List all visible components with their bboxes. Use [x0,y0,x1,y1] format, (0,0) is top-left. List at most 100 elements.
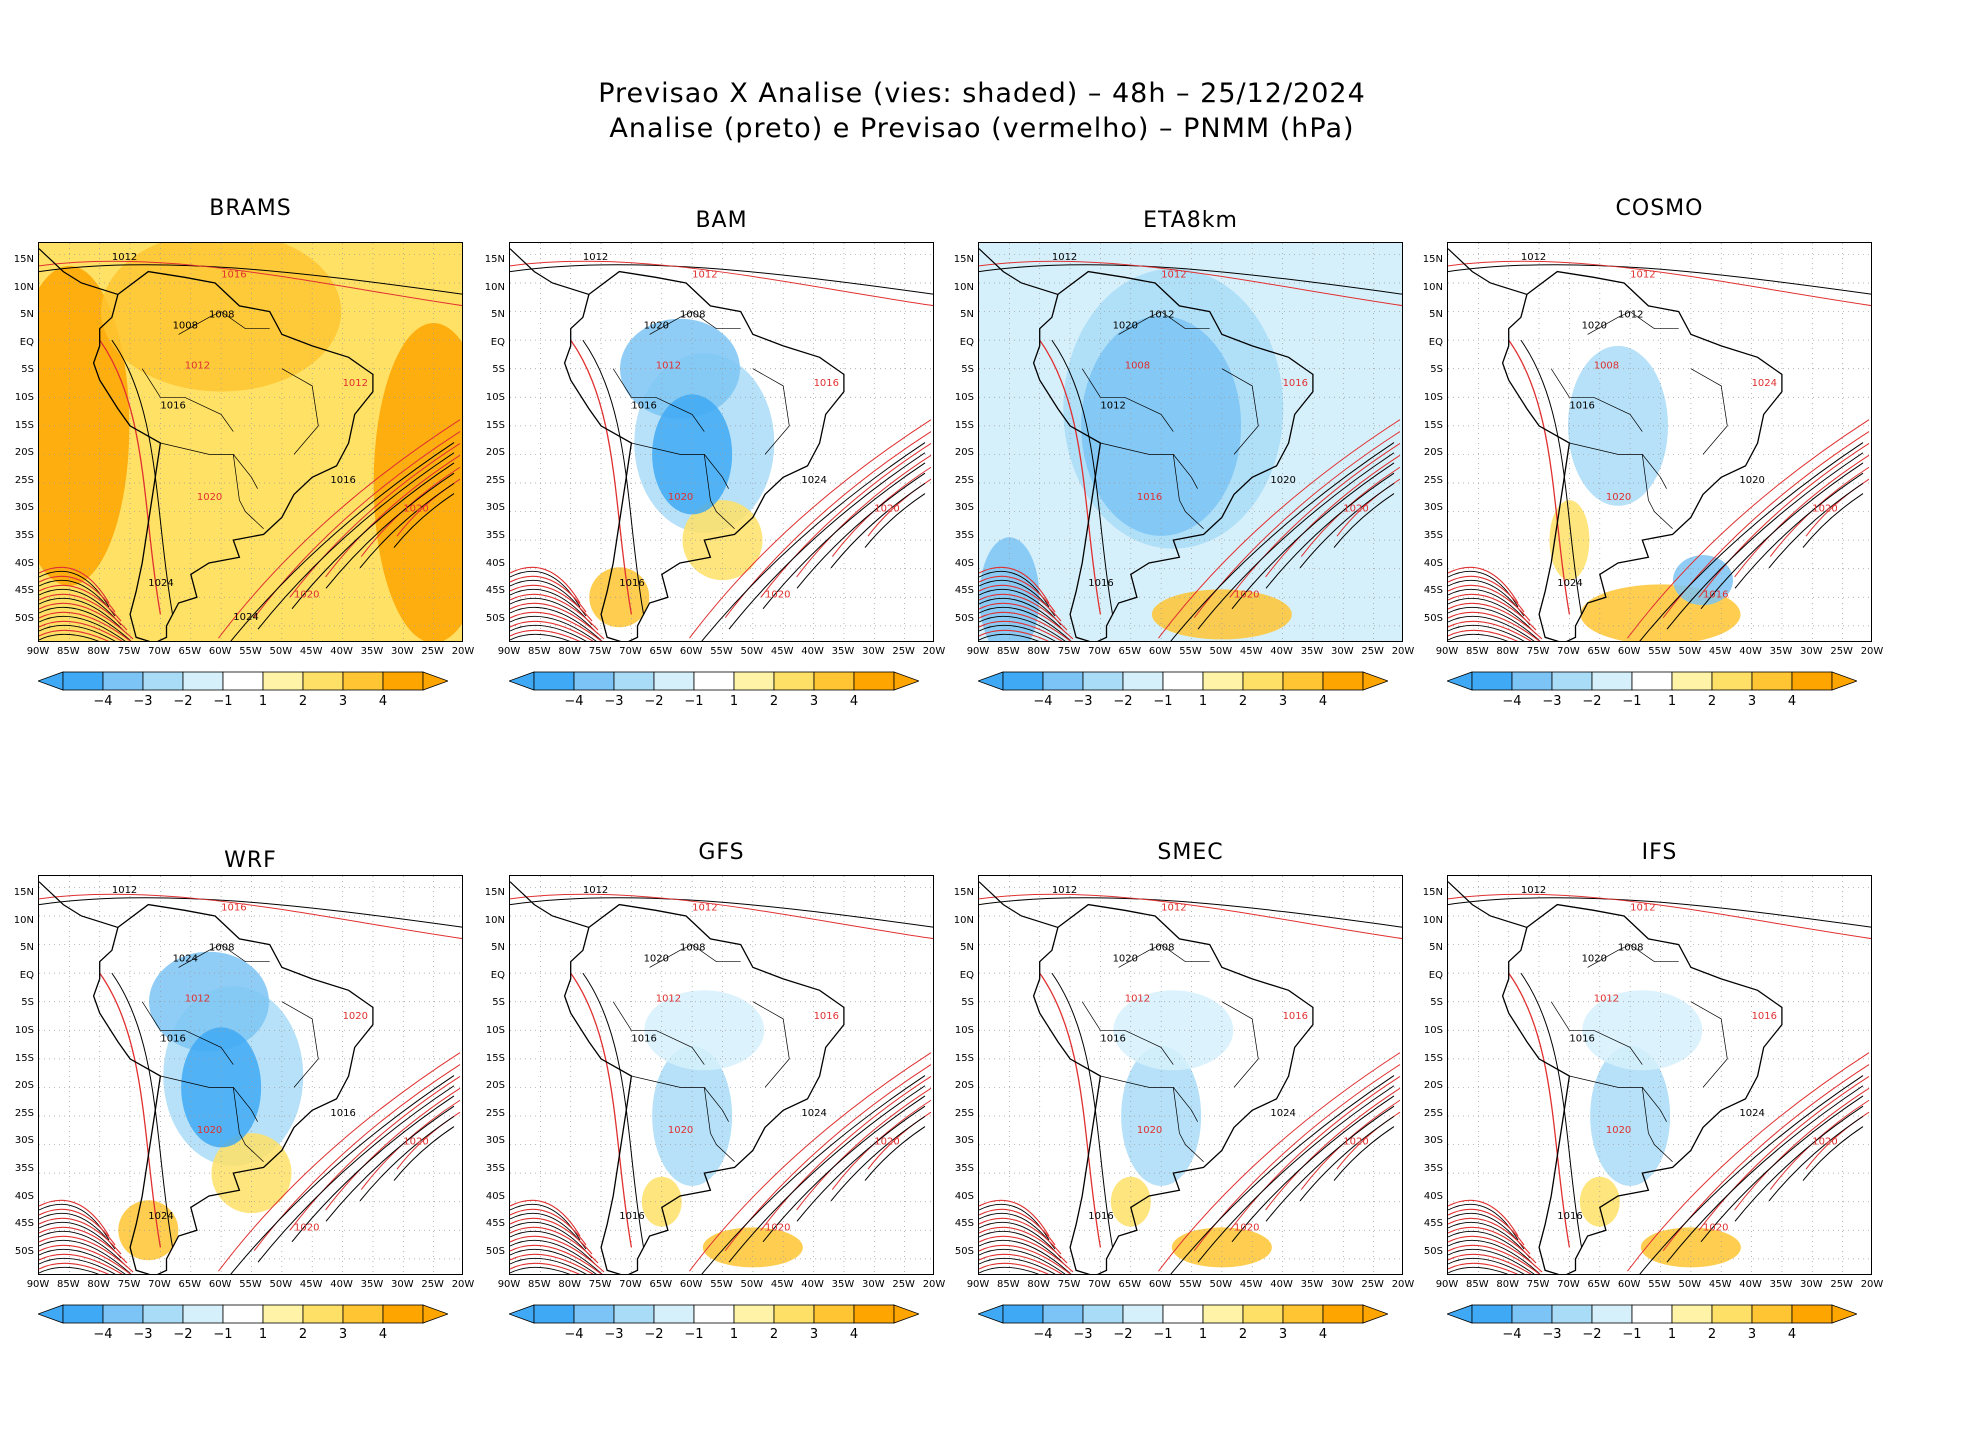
coastline [563,270,845,641]
lat-tick-label: EQ [490,336,505,348]
colorbar-segment [533,1304,575,1324]
isobar-label: 1020 [343,1011,368,1022]
analysis-isobar [1170,442,1395,641]
colorbar-segment [653,671,695,691]
colorbar-segment [1122,1304,1164,1324]
isobar-label: 1020 [1234,1222,1259,1233]
lat-tick-label: 5N [20,942,34,954]
analysis-isobar [510,897,933,928]
forecast-isobar [99,339,162,615]
lon-tick-label: 40W [1739,646,1762,657]
lon-tick-label: 80W [1027,1279,1051,1290]
colorbar-label: −3 [133,694,153,709]
lat-tick-label: EQ [959,969,974,981]
analysis-isobar [510,1230,599,1268]
isobar-label: 1020 [197,1125,222,1136]
analysis-isobar [510,1239,603,1274]
forecast-isobar [510,1235,605,1273]
panel-title: BRAMS [209,196,292,221]
country-border [1221,1001,1259,1088]
colorbar-label: −3 [1073,694,1093,709]
forecast-isobar [39,1262,110,1274]
lon-tick-label: 25W [421,646,444,657]
lon-tick-label: 65W [649,646,673,657]
panel-title: WRF [224,848,277,873]
colorbar-segment [1791,1304,1833,1324]
colorbar-segment [342,1304,384,1324]
forecast-isobar [1734,454,1870,578]
colorbar-segment [1242,671,1284,691]
isobar-label: 1012 [692,269,717,280]
forecast-isobar [99,972,162,1248]
lon-tick-label: 75W [588,646,612,657]
isobar-label: 1016 [619,1211,644,1222]
colorbar-label: −4 [1033,1327,1053,1342]
colorbar-segment [1202,671,1244,691]
lon-tick-label: 35W [1300,1279,1324,1290]
analysis-isobar [830,1115,926,1202]
lon-tick-label: 80W [558,646,582,657]
colorbar-label: 3 [1278,1327,1288,1342]
lon-tick-label: 35W [360,646,384,657]
colorbar-label: 4 [1318,694,1328,709]
coastline-central-america [39,248,119,295]
lat-tick-label: 35S [14,530,34,541]
lat-tick-label: 15N [953,254,974,265]
lat-tick-label: 10N [484,914,505,926]
bias-shading [101,243,342,392]
country-border [1587,944,1679,968]
analysis-isobar [39,264,462,295]
colorbar-label: −4 [93,1327,113,1342]
lat-tick-label: EQ [490,969,505,981]
isobar-label: 1016 [631,401,656,412]
lat-tick-label: 50S [1423,1245,1443,1257]
analysis-isobar [979,633,1040,641]
analysis-isobar [979,615,1066,641]
lon-tick-label: 75W [588,1279,612,1290]
isobar-label: 1016 [1569,1034,1594,1045]
isobar-label: 1012 [656,361,681,372]
analysis-isobar [1197,452,1395,630]
colorbar-label: −1 [213,694,233,709]
coastline [92,903,374,1274]
colorbar-label: −2 [644,1327,664,1342]
isobar-label: 1008 [1594,361,1619,372]
analysis-isobar [1768,1115,1864,1202]
lon-tick-label: 20W [922,646,946,657]
lon-tick-label: 30W [390,1279,414,1290]
colorbar-segment [182,671,224,691]
lat-tick-label: 40S [1423,557,1443,569]
bias-map: 1012 1012 1008 1012 1016 1020 1016 1020 1024 1016… [1448,876,1871,1274]
forecast-isobar [760,1076,932,1231]
forecast-isobar [39,584,122,622]
lat-tick-label: 5N [1429,942,1443,954]
colorbar-label: 4 [1318,1327,1328,1342]
forecast-isobar [510,566,581,604]
country-border [612,1001,705,1065]
lon-tick-label: 50W [269,646,293,657]
isobar-label: 1012 [1100,401,1125,412]
lat-tick-label: 45S [485,1218,505,1230]
colorbar-label: 3 [1278,694,1288,709]
colorbar-segment [1082,671,1124,691]
isobar-label: 1020 [1113,321,1138,332]
lon-tick-label: 45W [1239,646,1263,657]
lon-tick-label: 45W [770,646,794,657]
analysis-isobar [1051,972,1114,1248]
colorbar-label: 3 [1747,1327,1757,1342]
lat-tick-label: 15N [953,887,974,898]
bias-shading [682,500,763,581]
lat-tick-label: 50S [485,1245,505,1257]
analysis-isobar [1448,597,1537,635]
colorbar-label: −3 [1073,1327,1093,1342]
lon-tick-label: 50W [1209,1279,1233,1290]
isobar-label: 1020 [1582,954,1607,965]
colorbar [1447,1304,1857,1324]
isobar-label: 1016 [814,1011,839,1022]
colorbar-label: 2 [298,1327,308,1342]
isobar-label: 1016 [1088,1211,1113,1222]
lon-tick-label: 85W [528,1279,551,1290]
colorbar-arrow-low [1447,1304,1473,1324]
colorbar-label: −3 [604,1327,624,1342]
lon-tick-label: 25W [1361,646,1384,657]
